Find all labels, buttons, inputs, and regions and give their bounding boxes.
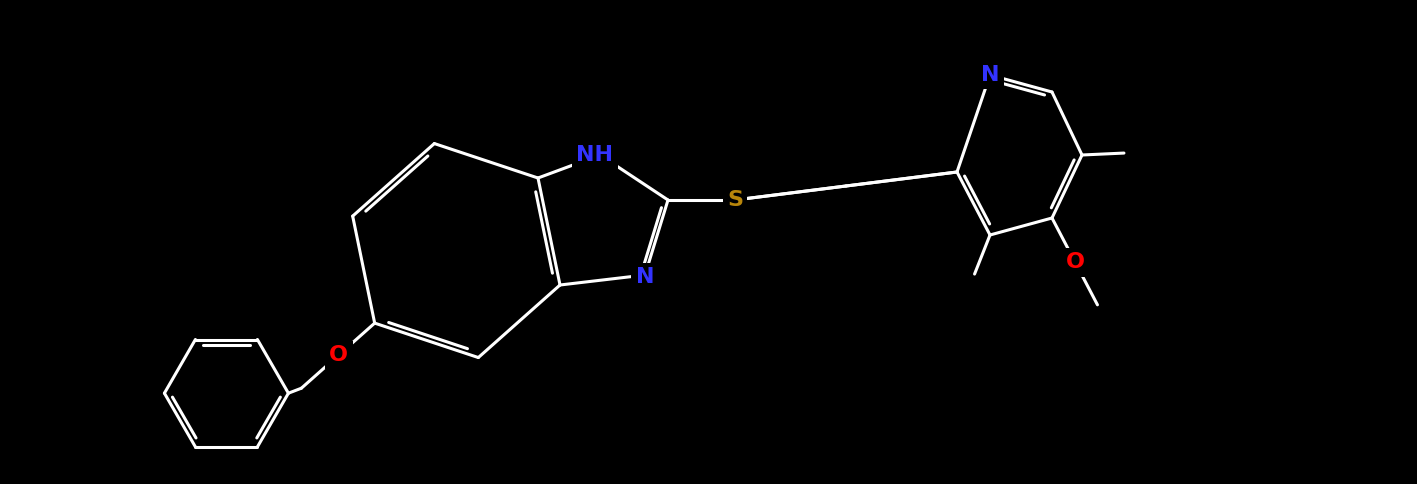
Text: N: N <box>981 65 999 85</box>
Text: S: S <box>727 190 743 210</box>
Text: NH: NH <box>577 145 614 165</box>
Text: O: O <box>329 345 349 365</box>
Text: N: N <box>636 267 655 287</box>
Text: O: O <box>1066 252 1084 272</box>
